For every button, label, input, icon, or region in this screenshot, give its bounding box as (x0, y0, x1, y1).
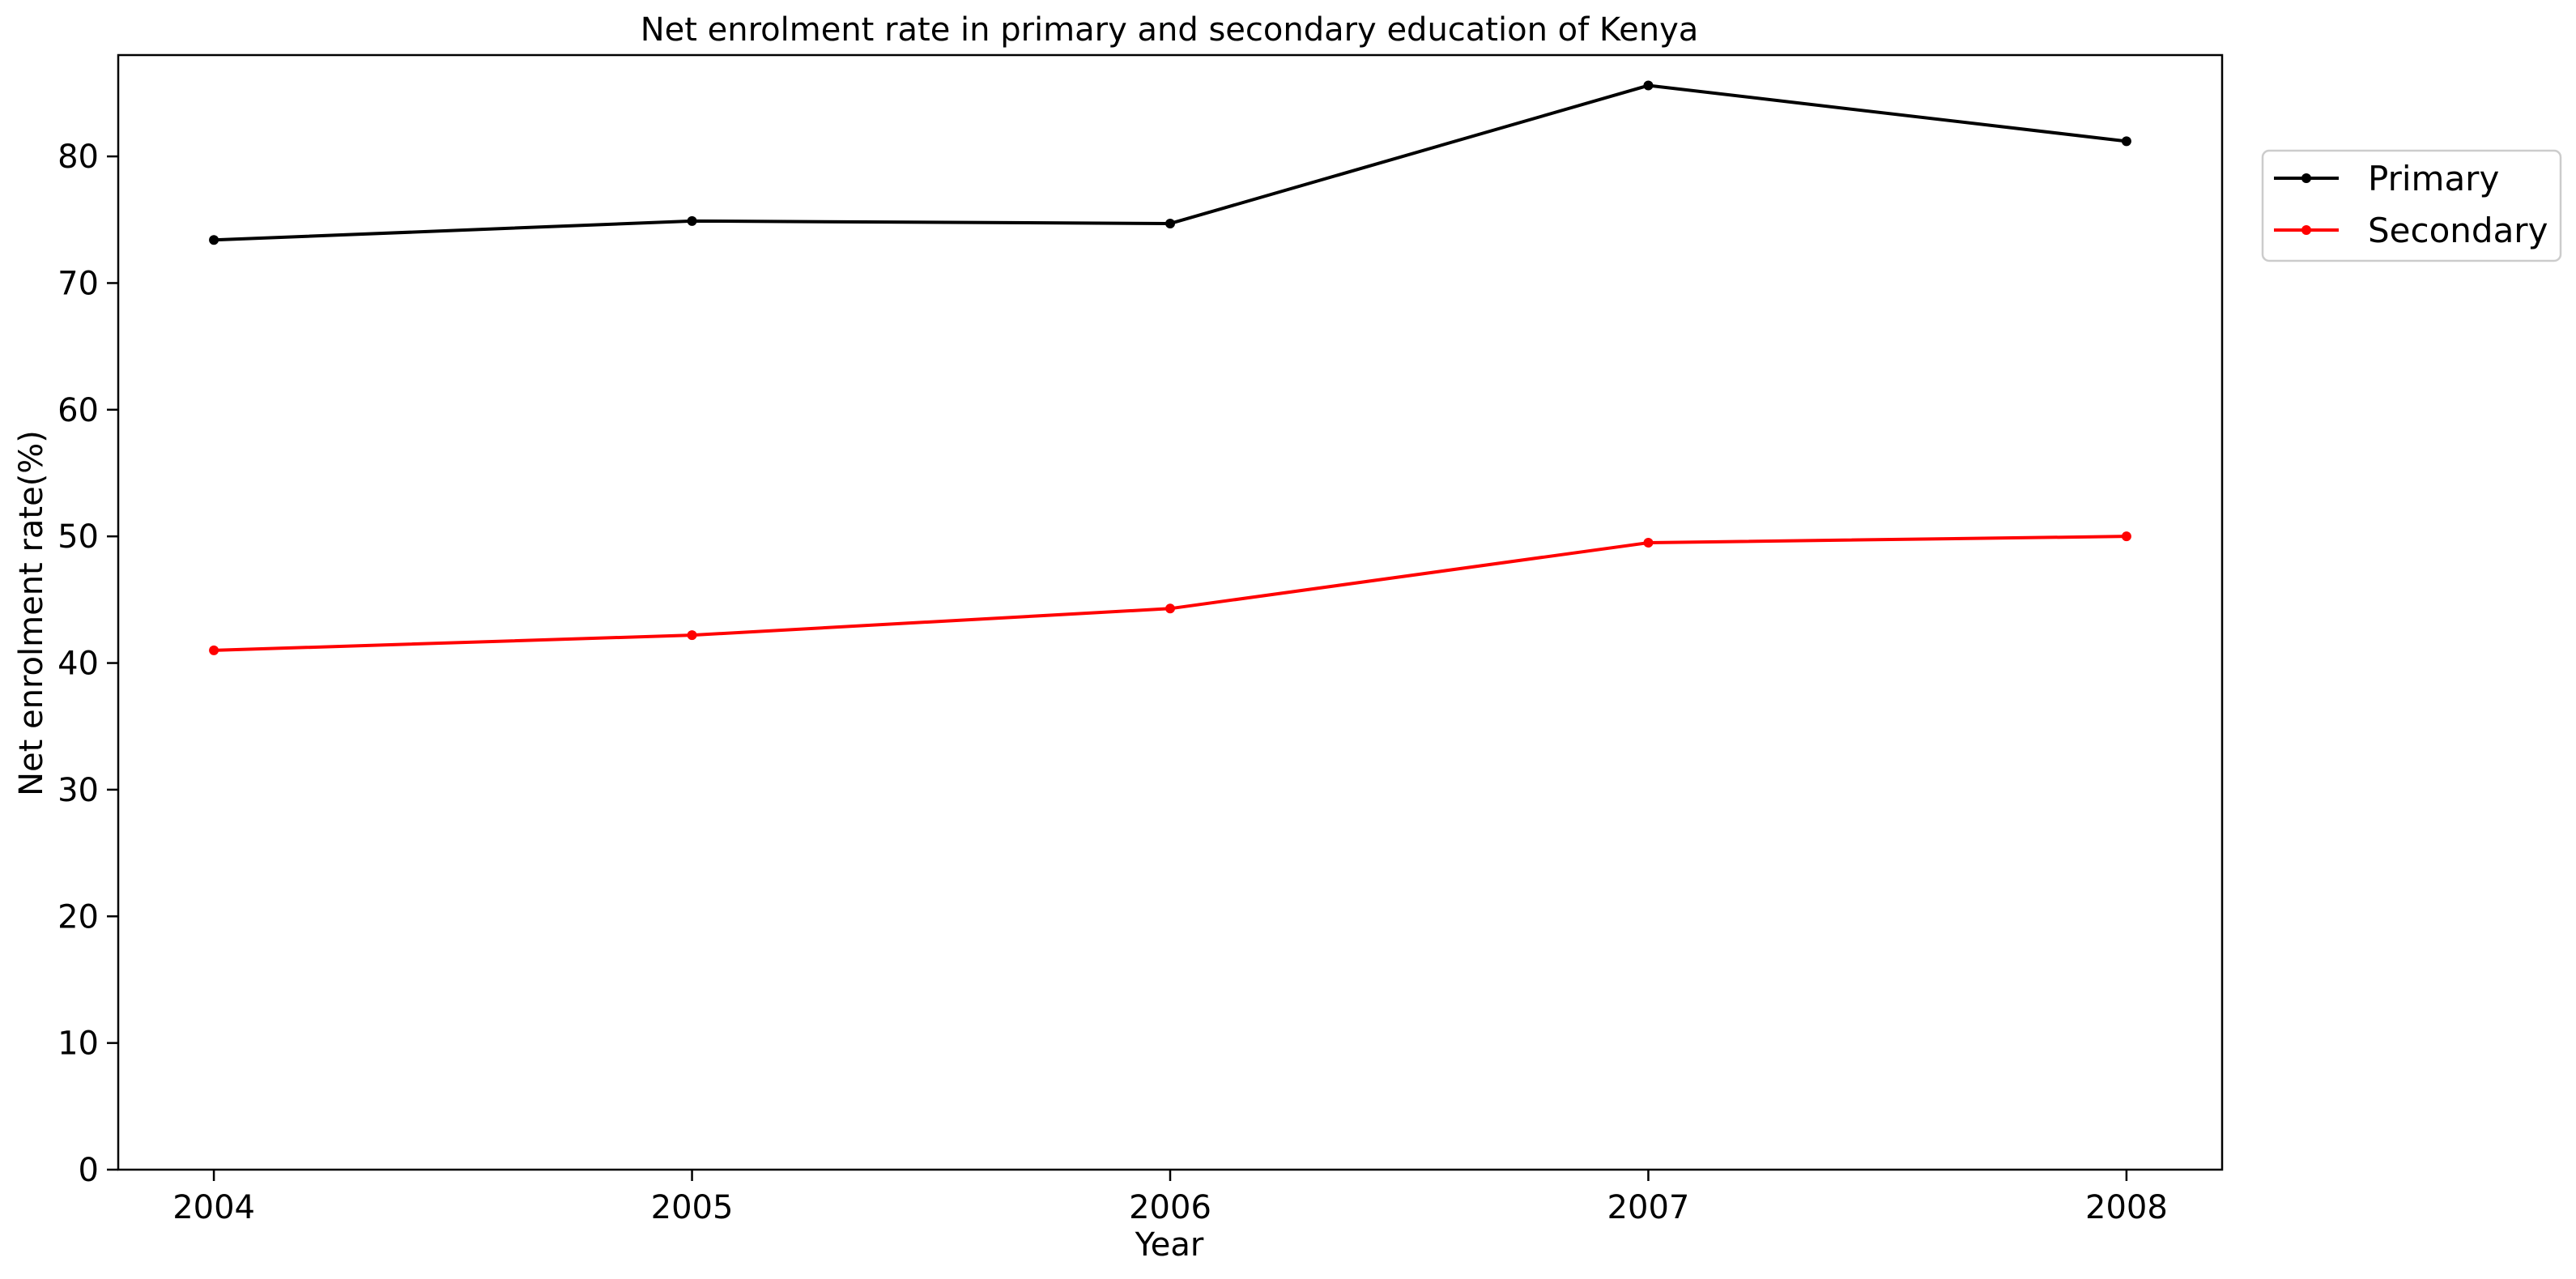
x-axis-label: Year (1135, 1226, 1204, 1264)
y-tick-label: 10 (57, 1025, 99, 1063)
legend-marker-secondary (2301, 225, 2311, 235)
y-tick-label: 60 (57, 392, 99, 429)
legend-marker-primary (2301, 173, 2311, 183)
data-point-primary (687, 215, 697, 226)
y-tick-label: 80 (57, 139, 99, 176)
data-point-secondary (2121, 531, 2131, 542)
data-point-primary (1165, 218, 1175, 228)
legend-label-secondary: Secondary (2368, 211, 2548, 250)
series-line-primary (214, 83, 2127, 242)
legend-label-primary: Primary (2368, 159, 2499, 198)
data-point-secondary (1643, 538, 1654, 548)
data-point-secondary (1165, 603, 1175, 614)
y-axis-ticks: 0 10 20 30 40 50 60 70 80 (57, 139, 118, 1189)
x-tick-label: 2006 (1129, 1189, 1211, 1226)
y-tick-label: 70 (57, 265, 99, 302)
data-point-primary (1643, 80, 1654, 91)
data-point-primary (209, 235, 219, 245)
y-tick-label: 20 (57, 898, 99, 936)
y-axis-label: Net enrolment rate(%) (13, 430, 50, 796)
y-tick-label: 40 (57, 646, 99, 683)
x-tick-label: 2005 (651, 1189, 734, 1226)
series-line-secondary (214, 535, 2127, 652)
legend: Primary Secondary (2261, 149, 2562, 262)
x-tick-label: 2008 (2085, 1189, 2168, 1226)
data-point-secondary (209, 645, 219, 655)
y-tick-label: 30 (57, 772, 99, 809)
data-point-primary (2121, 136, 2131, 147)
x-axis-ticks: 2004 2005 2006 2007 2008 (172, 1170, 2168, 1226)
y-tick-label: 50 (57, 518, 99, 556)
x-tick-label: 2004 (172, 1189, 255, 1226)
series-layer (209, 80, 2131, 655)
x-tick-label: 2007 (1607, 1189, 1690, 1226)
y-tick-label: 0 (79, 1152, 99, 1189)
chart-title: Net enrolment rate in primary and second… (641, 11, 1699, 49)
data-point-secondary (687, 630, 697, 641)
